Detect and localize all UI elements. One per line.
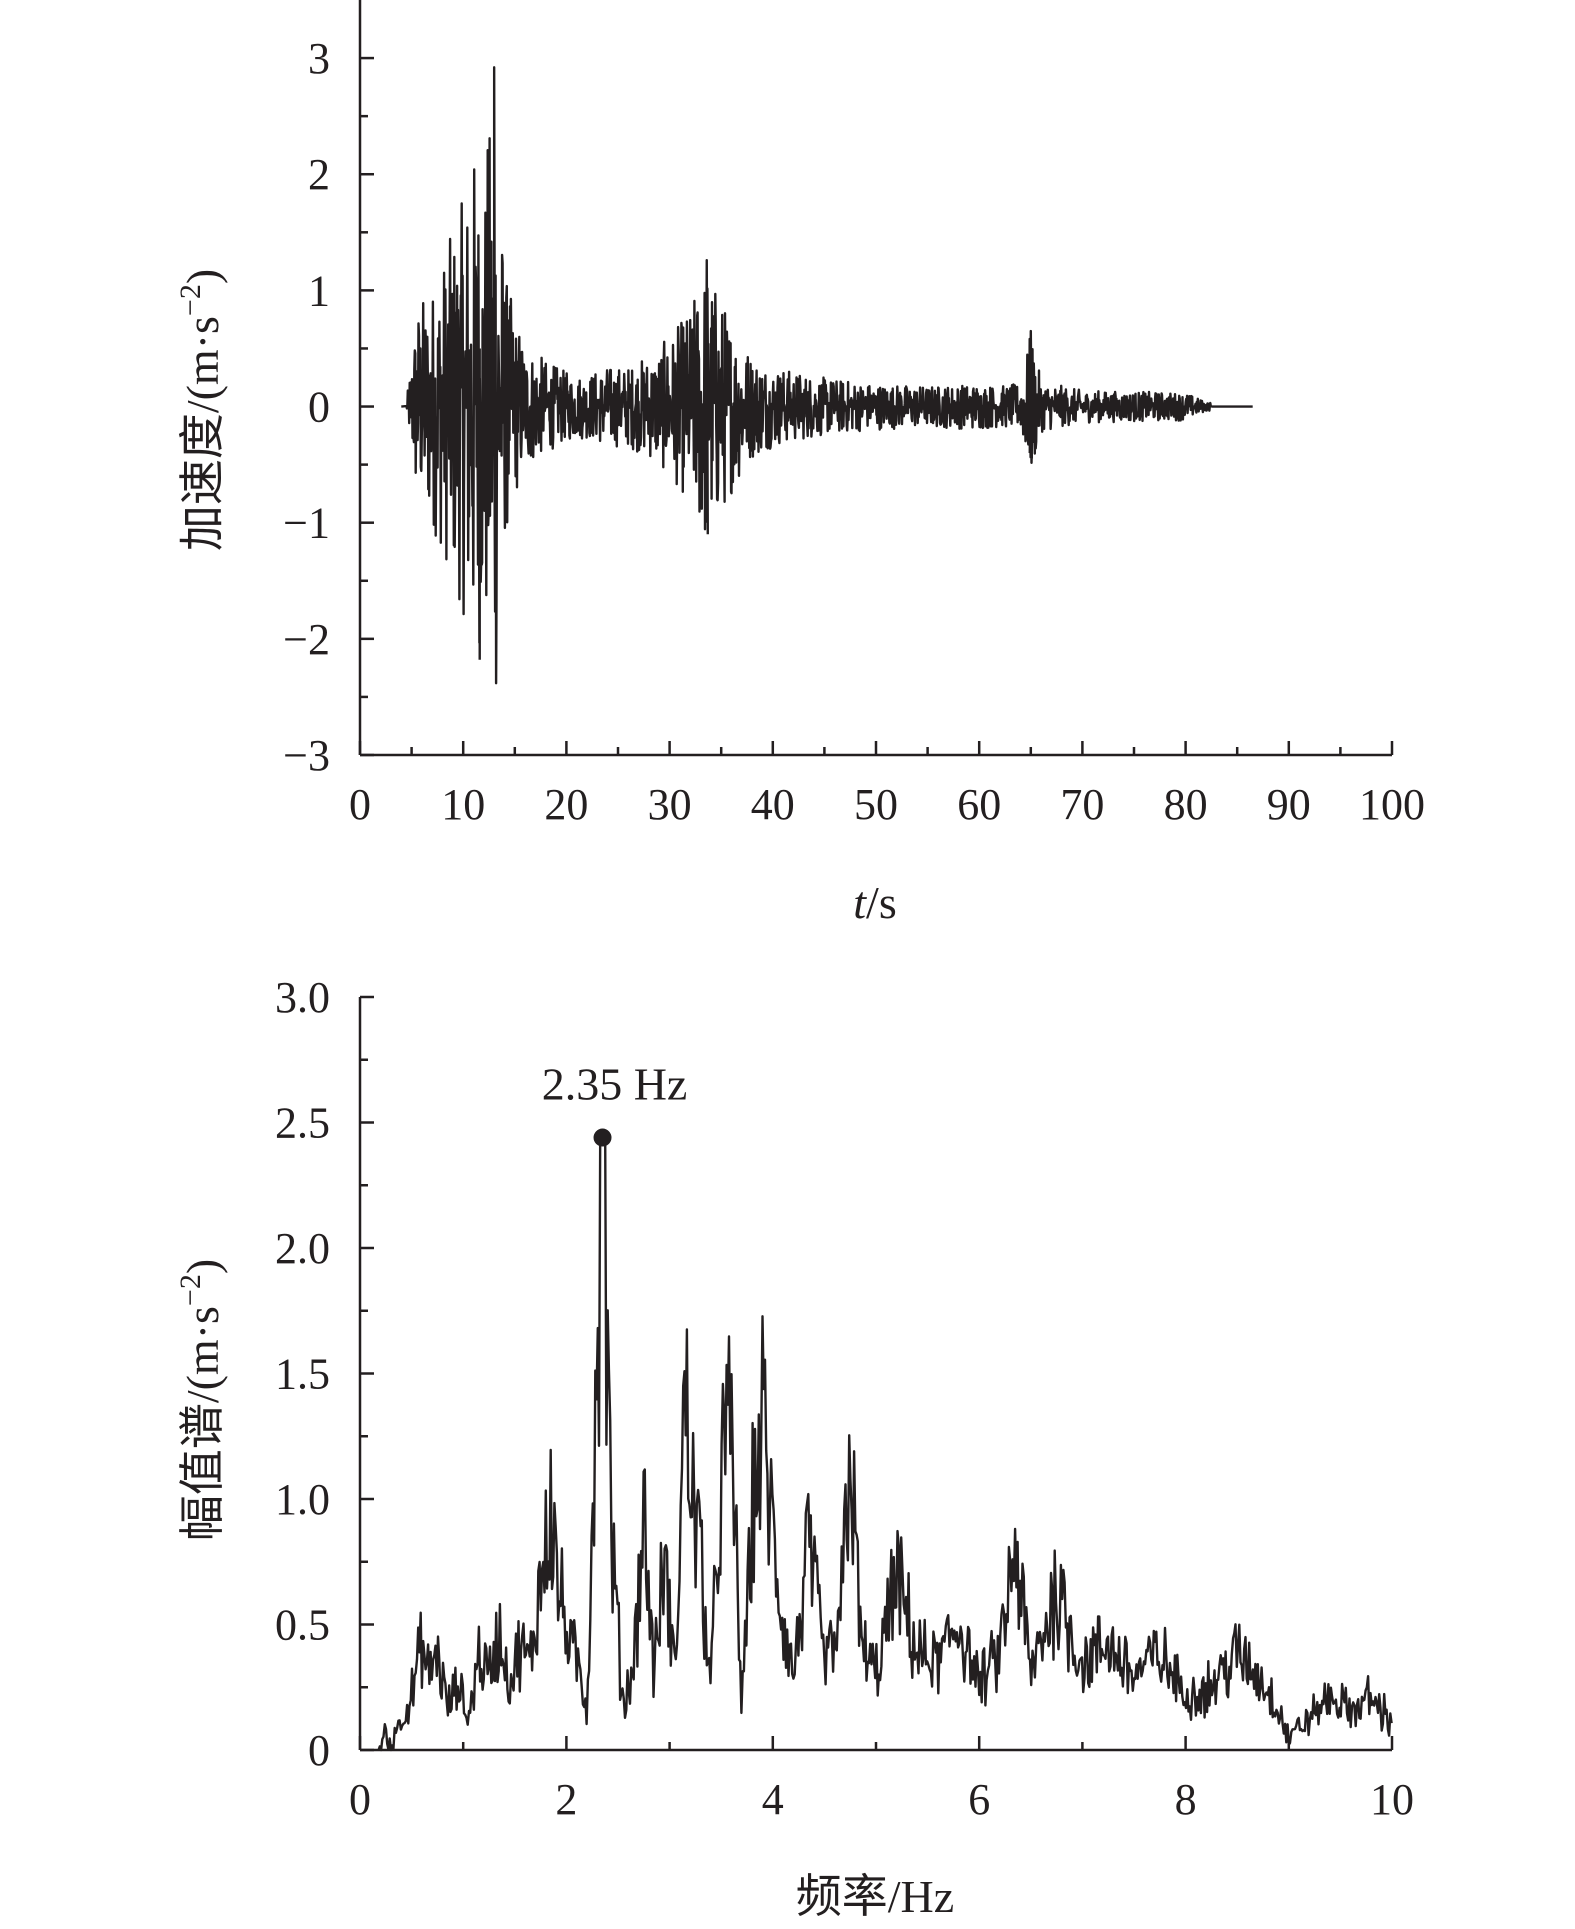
x-tick-label: 10: [441, 780, 485, 829]
x-tick-label: 2: [555, 1775, 577, 1824]
y-tick-label: 0: [308, 383, 330, 432]
x-tick-label: 40: [751, 780, 795, 829]
x-tick-label: 30: [648, 780, 692, 829]
x-tick-label: 60: [957, 780, 1001, 829]
spectrum-axes: [358, 995, 1394, 1752]
x-tick-label: 80: [1164, 780, 1208, 829]
peak-marker: [593, 1128, 612, 1147]
y-tick-label: 3.0: [275, 973, 330, 1022]
x-tick-label: 10: [1370, 1775, 1414, 1824]
acceleration-trace: [401, 66, 1253, 685]
acceleration-axes: [358, 0, 1394, 757]
y-tick-label: 0: [308, 1726, 330, 1775]
x-tick-label: 6: [968, 1775, 990, 1824]
y-tick-label: 1.5: [275, 1350, 330, 1399]
y-tick-label: −2: [283, 615, 330, 664]
y-tick-label: −3: [283, 731, 330, 780]
spectrum-x-axis-title: 频率/Hz: [796, 1871, 954, 1922]
x-tick-label: 100: [1359, 780, 1425, 829]
y-tick-label: 3: [308, 34, 330, 83]
spectrum-x-tick-labels: 0 2 4 6 8 10: [349, 1775, 1414, 1824]
spectrum-trace: [377, 1136, 1393, 1752]
x-tick-label: 90: [1267, 780, 1311, 829]
y-tick-label: 0.5: [275, 1601, 330, 1650]
y-tick-label: 1: [308, 266, 330, 315]
acceleration-y-tick-labels: −3 −2 −1 0 1 2 3: [283, 34, 330, 780]
y-tick-label: −1: [283, 499, 330, 548]
x-tick-label: 20: [544, 780, 588, 829]
acceleration-y-axis-title: 加速度/(m·s−2): [174, 269, 228, 551]
acceleration-x-axis-title: t/s: [853, 877, 896, 928]
spectrum-y-axis-title: 幅值谱/(m·s−2): [174, 1259, 228, 1541]
x-tick-label: 70: [1060, 780, 1104, 829]
peak-annotation: 2.35 Hz: [542, 1059, 688, 1110]
acceleration-x-tick-labels: 0 10 20 30 40 50 60 70 80 90 100: [349, 780, 1425, 829]
acceleration-chart: 0 10 20 30 40 50 60 70 80 90 100 −3 −2 −1 0 1 2 3 t/s 加速…: [174, 0, 1425, 928]
x-tick-label: 8: [1175, 1775, 1197, 1824]
y-tick-label: 1.0: [275, 1475, 330, 1524]
spectrum-y-tick-labels: 0 0.5 1.0 1.5 2.0 2.5 3.0: [275, 973, 330, 1775]
y-tick-label: 2.0: [275, 1224, 330, 1273]
x-tick-label: 50: [854, 780, 898, 829]
x-tick-label: 0: [349, 1775, 371, 1824]
spectrum-chart: 0 2 4 6 8 10 0 0.5 1.0 1.5 2.0 2.5 3.0 2.35 Hz 频率/H…: [174, 973, 1414, 1922]
x-tick-label: 4: [762, 1775, 784, 1824]
y-tick-label: 2.5: [275, 1099, 330, 1148]
x-tick-label: 0: [349, 780, 371, 829]
y-tick-label: 2: [308, 150, 330, 199]
